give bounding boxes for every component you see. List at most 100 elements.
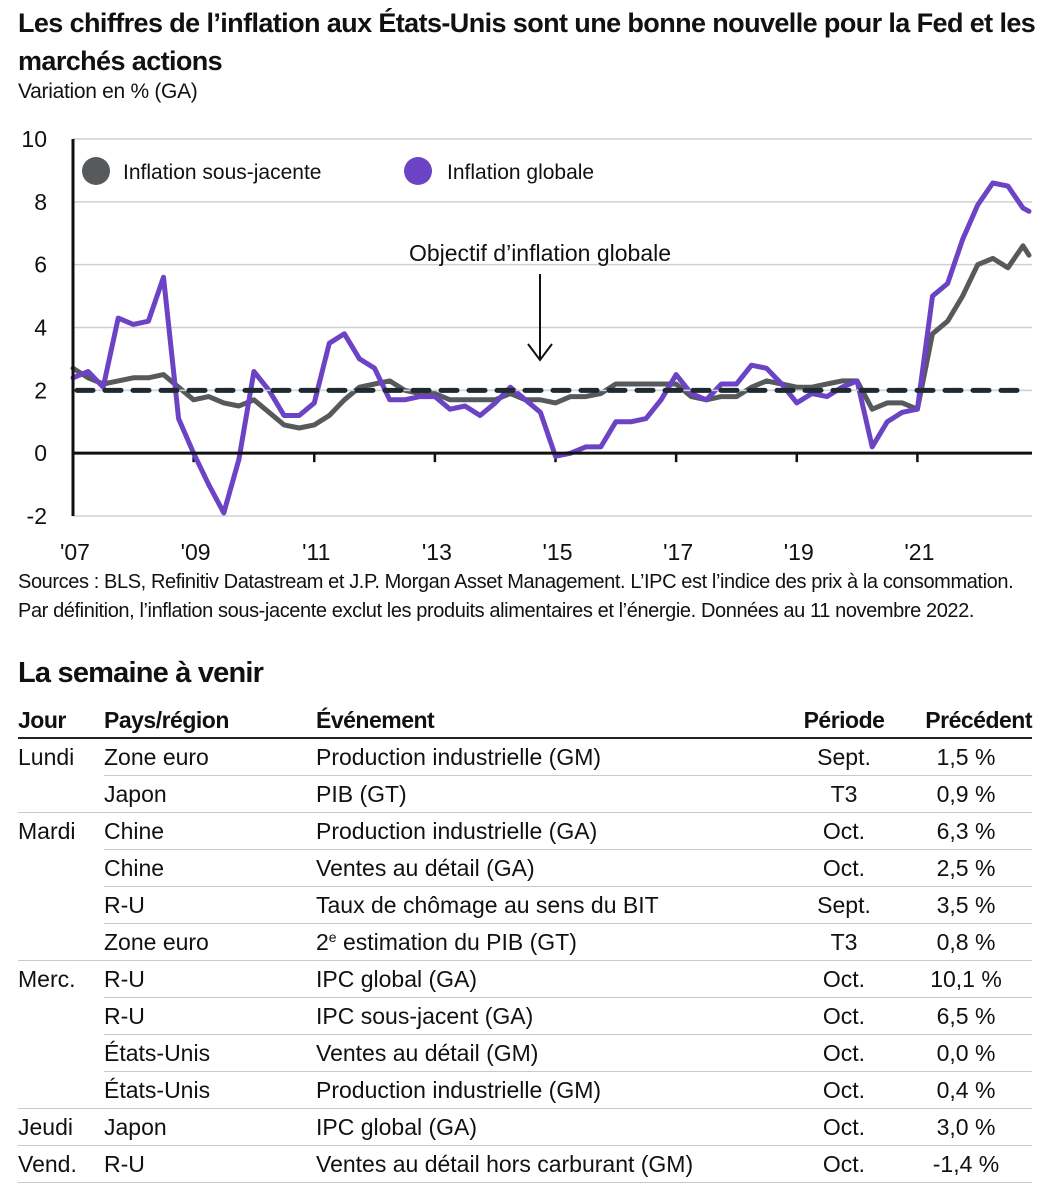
annotation-text: Objectif d’inflation globale (409, 240, 671, 266)
cell-day: Jeudi (18, 1108, 104, 1146)
cell-event: IPC sous-jacent (GA) (316, 997, 788, 1035)
y-tick-label: -2 (27, 503, 47, 529)
cell-day (18, 1035, 104, 1072)
y-tick-label: 0 (34, 440, 47, 466)
table-row: États-Unis Ventes au détail (GM) Oct. 0,0 % (18, 1034, 1032, 1072)
cell-country: États-Unis (104, 1034, 316, 1072)
cell-event: Ventes au détail (GA) (316, 849, 788, 887)
cell-previous: -1,4 % (900, 1145, 1032, 1183)
table-row: Mardi Chine Production industrielle (GA) Oc… (18, 812, 1032, 850)
cell-previous: 6,5 % (900, 997, 1032, 1035)
event-text: estimation du PIB (GT) (336, 928, 577, 955)
week-ahead-table: Jour Pays/région Événement Période Précé… (18, 702, 1033, 1183)
cell-previous: 0,8 % (900, 923, 1032, 961)
cell-previous: 0,4 % (900, 1071, 1032, 1109)
annotation-arrow-head (527, 343, 553, 362)
cell-previous: 0,9 % (900, 775, 1032, 813)
annotation: Objectif d’inflation globale (409, 240, 671, 362)
header-period: Période (788, 702, 900, 739)
cell-country: R-U (104, 886, 316, 924)
table-row: Japon PIB (GT) T3 0,9 % (18, 775, 1032, 813)
y-tick-label: 8 (34, 189, 47, 215)
event-ordinal-suffix: e (328, 928, 337, 945)
cell-event: 2e estimation du PIB (GT) (316, 923, 788, 961)
x-tick-label: '17 (663, 539, 693, 565)
series-line-core-inflation (70, 243, 1032, 431)
chart-subtitle: Variation en % (GA) (18, 80, 198, 103)
cell-country: Zone euro (104, 738, 316, 776)
cell-period: Oct. (788, 812, 900, 850)
cell-period: Sept. (788, 738, 900, 776)
cell-period: Oct. (788, 1034, 900, 1072)
cell-previous: 6,3 % (900, 812, 1032, 850)
cell-country: Japon (104, 1108, 316, 1146)
cell-day (18, 850, 104, 887)
legend-marker-headline (404, 157, 432, 185)
table-header-row: Jour Pays/région Événement Période Précé… (18, 702, 1033, 739)
cell-day (18, 1071, 104, 1109)
table-row: R-U IPC sous-jacent (GA) Oct. 6,5 % (18, 997, 1032, 1035)
sources-note: Sources : BLS, Refinitiv Datastream et J… (18, 571, 1014, 622)
x-tick-label: '11 (302, 539, 330, 565)
x-tick-label: '09 (181, 539, 211, 565)
cell-previous: 0,0 % (900, 1034, 1032, 1072)
cell-day: Merc. (18, 965, 76, 992)
cell-previous: 1,5 % (900, 738, 1032, 776)
y-axis-ticks: -2 0 2 4 6 8 10 (21, 126, 47, 529)
cell-period: T3 (788, 923, 900, 961)
legend: Inflation sous-jacente Inflation globale (82, 157, 594, 185)
cell-country: Chine (104, 812, 316, 850)
axes (71, 139, 1032, 516)
cell-event: IPC global (GA) (316, 1108, 788, 1146)
x-axis-ticks: '07 '09 '11 '13 '15 '17 '19 '21 (60, 453, 934, 565)
table-row: Jeudi Japon IPC global (GA) Oct. 3,0 % (18, 1108, 1032, 1146)
cell-day (18, 887, 104, 924)
y-tick-label: 6 (34, 252, 47, 278)
cell-period: T3 (788, 775, 900, 813)
table-row: R-U Taux de chômage au sens du BIT Sept. 3,… (18, 886, 1032, 924)
cell-day: Mardi (18, 817, 76, 844)
series-lines (70, 180, 1032, 516)
cell-country: R-U (104, 1145, 316, 1183)
legend-label-headline: Inflation globale (447, 161, 594, 184)
cell-event: IPC global (GA) (316, 960, 788, 998)
inflation-line-chart: -2 0 2 4 6 8 10 '07 '09 '11 '13 '15 '17 '19 '21 Infla… (21, 126, 1032, 565)
cell-previous: 2,5 % (900, 849, 1032, 887)
header-event: Événement (316, 702, 788, 739)
legend-label-core: Inflation sous-jacente (123, 161, 321, 184)
cell-country: Chine (104, 849, 316, 887)
cell-event: Taux de chômage au sens du BIT (316, 886, 788, 924)
y-tick-label: 10 (21, 126, 47, 152)
table-row: Lundi Zone euro Production industrielle (G… (18, 738, 1032, 776)
legend-marker-core (82, 157, 110, 185)
table-row: Merc. R-U IPC global (GA) Oct. 10,1 % (18, 960, 1032, 998)
cell-event: Production industrielle (GA) (316, 812, 788, 850)
table-row: Chine Ventes au détail (GA) Oct. 2,5 % (18, 849, 1032, 887)
cell-event: Production industrielle (GM) (316, 1071, 788, 1109)
cell-day (18, 998, 104, 1035)
x-tick-label: '19 (784, 539, 814, 565)
cell-day (18, 775, 104, 813)
cell-country: États-Unis (104, 1071, 316, 1109)
header-previous: Précédent (900, 702, 1033, 739)
cell-country: Zone euro (104, 923, 316, 961)
table-row: États-Unis Production industrielle (GM) Oc… (18, 1071, 1032, 1109)
cell-country: R-U (104, 997, 316, 1035)
cell-period: Oct. (788, 1071, 900, 1109)
cell-period: Oct. (788, 960, 900, 998)
cell-period: Sept. (788, 886, 900, 924)
cell-event: Ventes au détail (GM) (316, 1034, 788, 1072)
cell-period: Oct. (788, 1108, 900, 1146)
cell-previous: 10,1 % (900, 960, 1032, 998)
event-ordinal: 2 (316, 928, 329, 955)
x-tick-label: '13 (422, 539, 452, 565)
cell-period: Oct. (788, 849, 900, 887)
y-tick-label: 2 (34, 377, 47, 403)
cell-country: Japon (104, 775, 316, 813)
cell-day: Lundi (18, 743, 75, 770)
header-country: Pays/région (104, 702, 316, 739)
cell-country: R-U (104, 960, 316, 998)
cell-day (18, 923, 104, 961)
chart-title: Les chiffres de l’inflation aux États-Un… (18, 8, 1036, 76)
cell-event: PIB (GT) (316, 775, 788, 813)
